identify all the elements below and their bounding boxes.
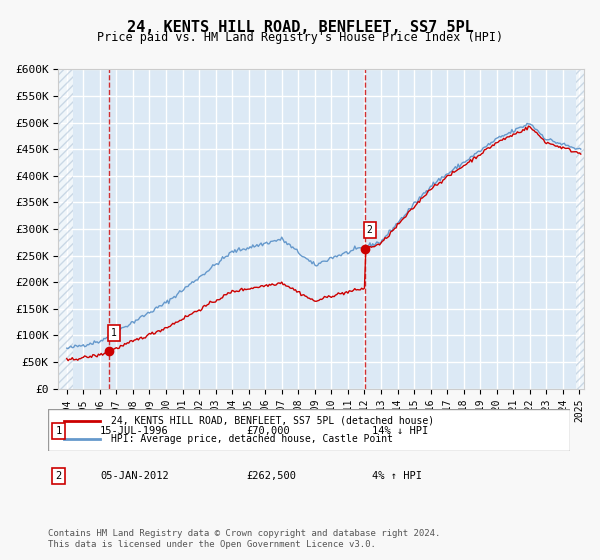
Bar <box>576 69 586 389</box>
Text: 24, KENTS HILL ROAD, BENFLEET, SS7 5PL: 24, KENTS HILL ROAD, BENFLEET, SS7 5PL <box>127 20 473 35</box>
Text: 2: 2 <box>55 471 62 481</box>
Text: 1: 1 <box>55 426 62 436</box>
Text: £262,500: £262,500 <box>247 471 296 481</box>
Text: HPI: Average price, detached house, Castle Point: HPI: Average price, detached house, Cast… <box>110 434 392 444</box>
Text: 2: 2 <box>367 225 373 235</box>
Text: Contains HM Land Registry data © Crown copyright and database right 2024.
This d: Contains HM Land Registry data © Crown c… <box>48 529 440 549</box>
FancyBboxPatch shape <box>48 409 570 451</box>
Text: 14% ↓ HPI: 14% ↓ HPI <box>371 426 428 436</box>
Text: Price paid vs. HM Land Registry's House Price Index (HPI): Price paid vs. HM Land Registry's House … <box>97 31 503 44</box>
Text: 4% ↑ HPI: 4% ↑ HPI <box>371 471 422 481</box>
Text: £70,000: £70,000 <box>247 426 290 436</box>
Text: 24, KENTS HILL ROAD, BENFLEET, SS7 5PL (detached house): 24, KENTS HILL ROAD, BENFLEET, SS7 5PL (… <box>110 416 434 426</box>
Bar <box>58 69 73 389</box>
Text: 1: 1 <box>111 328 116 338</box>
Text: 05-JAN-2012: 05-JAN-2012 <box>100 471 169 481</box>
Text: 15-JUL-1996: 15-JUL-1996 <box>100 426 169 436</box>
